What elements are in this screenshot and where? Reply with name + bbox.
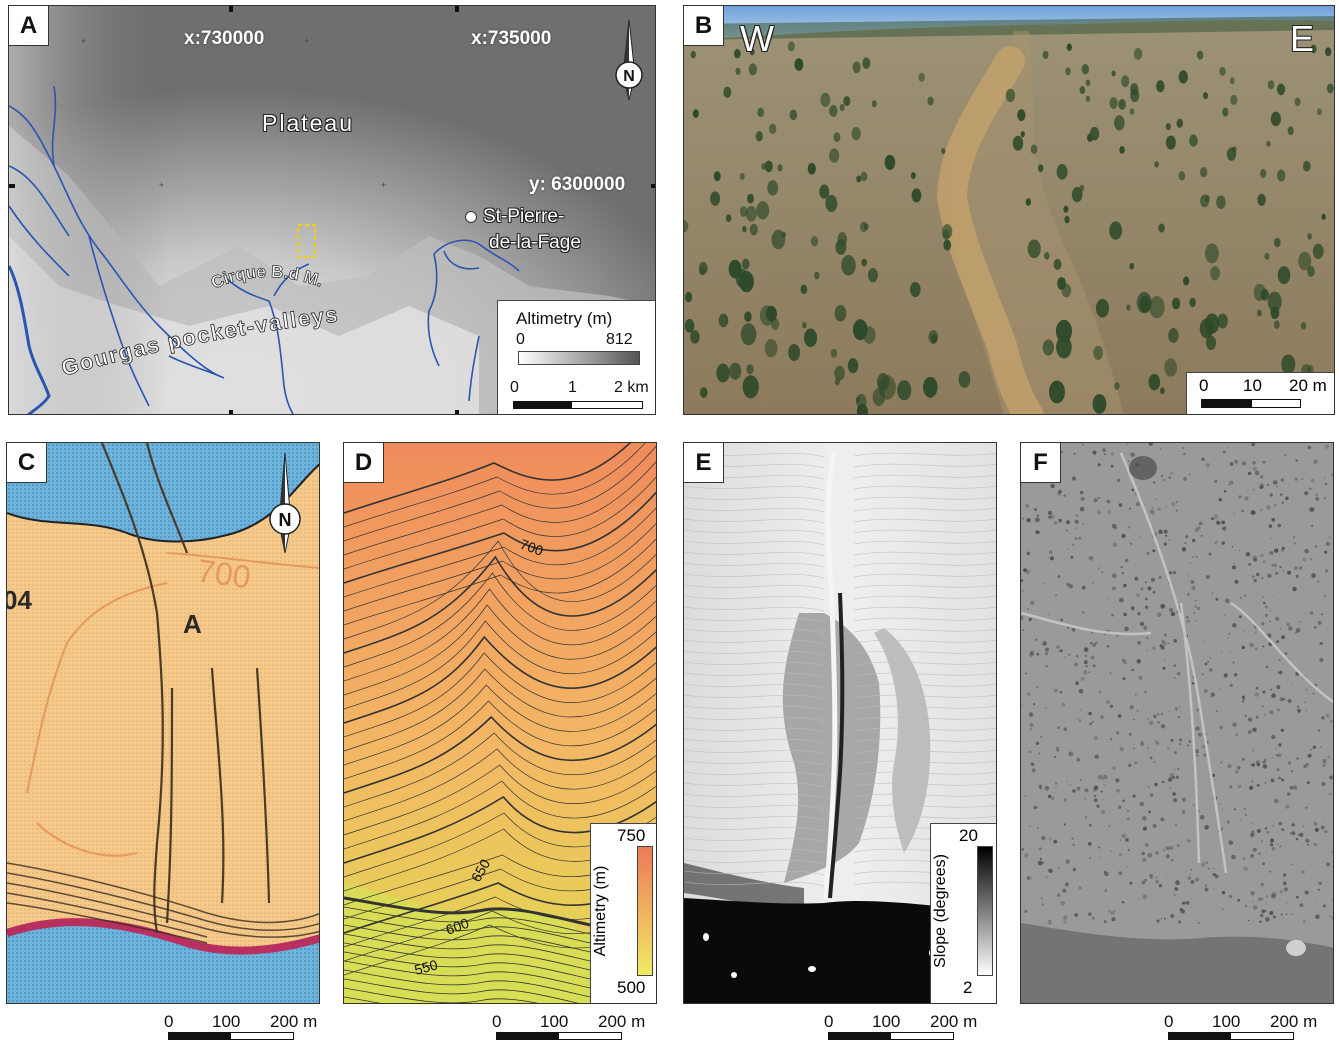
altimetry-legend: Altimetry (m) 0 812 0 1 2 km (497, 300, 655, 414)
legend-ramp (637, 846, 653, 976)
scale-bar-black (168, 1032, 230, 1040)
scale-label-2: 2 km (614, 379, 649, 396)
legend-min: 0 (516, 331, 525, 348)
legend-max: 20 (959, 826, 978, 845)
town-marker (465, 211, 477, 223)
scale-bar-black (1201, 399, 1251, 408)
scale-bar-white (1230, 1032, 1294, 1040)
scale-bar-white (1251, 399, 1301, 408)
panel-letter-a: A (9, 6, 49, 46)
panel-c-geological-map: 700 04 A C N (6, 442, 320, 1004)
panel-letter-e: E (684, 443, 724, 483)
scale-label-1: 100 (540, 1012, 569, 1031)
svg-text:N: N (279, 510, 292, 530)
slope-map-raster (684, 443, 996, 1003)
panel-letter-d: D (344, 443, 384, 483)
legend-title: Altimetry (m) (592, 865, 609, 957)
scale-bar-black (496, 1032, 558, 1040)
direction-east: E (1290, 18, 1315, 59)
north-arrow-icon: N (269, 453, 301, 553)
scalebar-f: 0 100 200 m (1162, 1012, 1332, 1040)
svg-text:600: 600 (444, 915, 472, 938)
label-town-line1: St-Pierre- (483, 206, 565, 227)
dem-hillshade: + + + + + Cirque B.d M. Go (9, 6, 655, 414)
scale-label-0: 0 (492, 1012, 502, 1031)
scale-bar-black (513, 401, 571, 409)
scalebar-b: 0 10 20 m (1186, 372, 1334, 414)
scale-label-2: 200 m (930, 1012, 978, 1031)
aerial-landscape-photo (684, 6, 1334, 414)
north-arrow-icon: N (615, 20, 643, 100)
svg-text:+: + (81, 36, 86, 46)
scale-label-2: 200 m (1270, 1012, 1318, 1031)
coord-x-730000: x:730000 (184, 28, 265, 49)
scale-label-0: 0 (1199, 376, 1209, 395)
panel-letter-b: B (684, 6, 724, 46)
scale-bar-black (1168, 1032, 1230, 1040)
panel-letter-c: C (7, 443, 47, 483)
legend-max: 750 (617, 826, 646, 845)
svg-text:550: 550 (413, 956, 440, 978)
scale-bar-black (828, 1032, 890, 1040)
scalebar-d: 0 100 200 m (490, 1012, 660, 1040)
direction-west: W (740, 18, 774, 59)
legend-min: 2 (963, 978, 973, 997)
svg-text:04: 04 (7, 585, 32, 615)
scale-label-0: 0 (164, 1012, 174, 1031)
svg-text:N: N (623, 68, 635, 85)
scale-label-1: 100 (872, 1012, 901, 1031)
panel-b-aerial-photo: B W E 0 10 20 m (683, 5, 1335, 415)
legend-min: 500 (617, 978, 646, 997)
legend-ramp (977, 846, 993, 976)
legend-title: Altimetry (m) (516, 309, 613, 328)
panel-a-dem-map: + + + + + Cirque B.d M. Go (8, 5, 656, 415)
scale-bar-white (558, 1032, 622, 1040)
scalebar-c: 0 100 200 m (162, 1012, 332, 1040)
scalebar-e: 0 100 200 m (822, 1012, 992, 1040)
scale-label-0: 0 (824, 1012, 834, 1031)
svg-text:+: + (381, 180, 386, 190)
panel-e-slope-map: E 20 2 Slope (degrees) (683, 442, 997, 1004)
scale-label-1: 10 (1243, 376, 1262, 395)
svg-text:A: A (183, 609, 202, 639)
label-plateau: Plateau (262, 110, 355, 136)
legend-max: 812 (606, 331, 633, 348)
legend-title: Slope (degrees) (932, 854, 949, 968)
svg-text:700: 700 (518, 536, 546, 559)
scale-bar-white (571, 401, 643, 409)
scale-label-1: 100 (1212, 1012, 1241, 1031)
altimetry-contour-map: 700 650 600 550 (344, 443, 656, 1003)
panel-d-altimetry-contours: 700 650 600 550 D 750 500 Altimetry (m) (343, 442, 657, 1004)
svg-text:+: + (529, 36, 534, 46)
scale-label-2: 200 m (270, 1012, 318, 1031)
svg-text:+: + (159, 180, 164, 190)
geological-map-scan: 700 04 A (7, 443, 319, 1003)
altimetry-legend: 750 500 Altimetry (m) (590, 823, 656, 1003)
label-town-line2: de-la-Fage (489, 232, 581, 253)
legend-ramp (518, 351, 640, 365)
panel-f-orthophoto: F (1020, 442, 1334, 1004)
slope-legend: 20 2 Slope (degrees) (930, 823, 996, 1003)
svg-text:+: + (304, 36, 309, 46)
scale-label-2: 20 m (1289, 376, 1327, 395)
panel-letter-f: F (1021, 443, 1061, 483)
coord-y-6300000: y: 6300000 (529, 174, 626, 195)
scale-label-0: 0 (510, 379, 519, 396)
coord-x-735000: x:735000 (471, 28, 552, 49)
scale-label-1: 100 (212, 1012, 241, 1031)
scale-bar-white (230, 1032, 294, 1040)
grayscale-orthophoto (1021, 443, 1333, 1003)
scale-label-1: 1 (568, 379, 577, 396)
scale-label-0: 0 (1164, 1012, 1174, 1031)
svg-text:700: 700 (195, 552, 253, 595)
scale-label-2: 200 m (598, 1012, 646, 1031)
scale-bar-white (890, 1032, 954, 1040)
